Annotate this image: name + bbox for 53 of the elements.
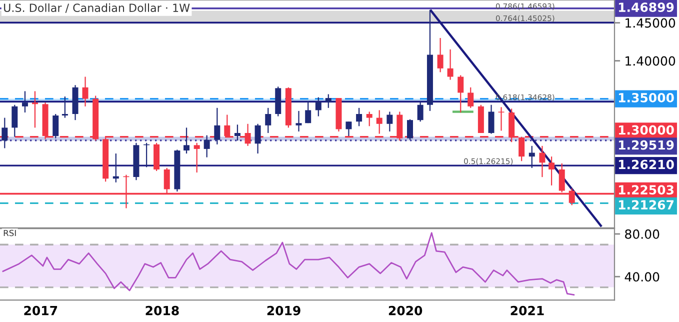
candlestick (366, 111, 372, 127)
candlestick (194, 142, 200, 174)
x-tick-label: 2021 (510, 306, 544, 316)
candlestick (539, 145, 546, 178)
candlestick (184, 127, 190, 154)
candlestick (417, 101, 424, 122)
candlestick (407, 118, 413, 140)
ref-line-label: 1.35000 (618, 92, 674, 102)
candlestick (265, 107, 272, 134)
candlestick (305, 100, 312, 124)
candlestick (204, 134, 210, 158)
chart-title: RSI (4, 230, 16, 236)
ref-line-label: 1.26210 (618, 160, 674, 170)
candlestick (12, 104, 18, 138)
x-tick-label: 2018 (146, 306, 179, 316)
candlestick (548, 156, 555, 186)
candlestick (2, 117, 8, 149)
candlestick (254, 123, 261, 154)
candlestick (356, 107, 362, 127)
candlestick (498, 106, 504, 132)
ref-line-label: 1.30000 (618, 125, 674, 135)
candlestick (386, 111, 393, 132)
ref-line-label: 1.46899 (618, 2, 674, 12)
candlestick (468, 86, 474, 108)
candlestick (528, 145, 535, 168)
candlestick (518, 136, 525, 162)
candlestick (52, 113, 59, 139)
x-tick-label: 2020 (388, 306, 422, 316)
candlestick (437, 37, 444, 73)
candlestick (325, 94, 332, 108)
candlestick (447, 48, 454, 80)
chart-title: U.S. Dollar / Canadian Dollar · 1W (4, 3, 190, 13)
y-tick-label: 80.00 (625, 229, 660, 239)
candlestick (376, 110, 382, 134)
y-tick-label: 1.40000 (626, 56, 676, 66)
x-tick-label: 2017 (24, 306, 58, 316)
candlestick (234, 124, 240, 142)
candlestick (62, 96, 68, 118)
ref-line-label: 1.29519 (618, 140, 674, 150)
candlestick (315, 96, 322, 117)
candlestick (346, 121, 352, 137)
candlestick (458, 74, 464, 114)
candlestick (32, 90, 38, 128)
candlestick (488, 104, 494, 134)
candlestick (82, 76, 88, 107)
y-tick-label: 1.45000 (626, 18, 676, 28)
ref-line-label: 1.21267 (618, 200, 674, 210)
candlestick (22, 90, 28, 114)
ref-line-label: 1.22503 (618, 185, 674, 195)
candlestick (296, 110, 302, 132)
y-tick-label: 40.00 (624, 272, 660, 282)
x-tick-label: 2019 (267, 306, 300, 316)
candlestick (214, 107, 220, 145)
